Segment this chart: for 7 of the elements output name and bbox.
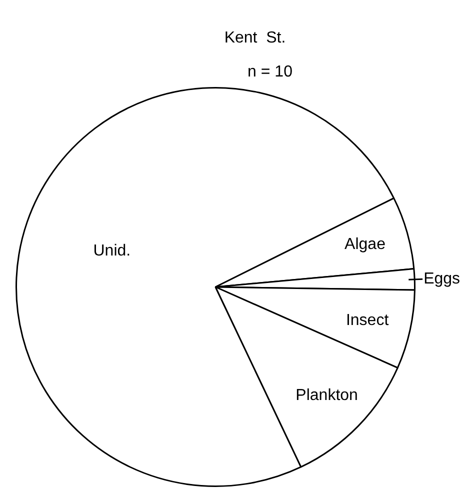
slice-label: Algae xyxy=(344,236,386,253)
chart-title: Kent St. xyxy=(224,29,286,46)
slice-label: Unid. xyxy=(93,242,131,260)
slice-label: Plankton xyxy=(296,386,358,404)
slice-label: Insect xyxy=(346,312,390,329)
slice-label: Eggs xyxy=(424,270,460,288)
chart-subtitle: n = 10 xyxy=(248,63,293,80)
